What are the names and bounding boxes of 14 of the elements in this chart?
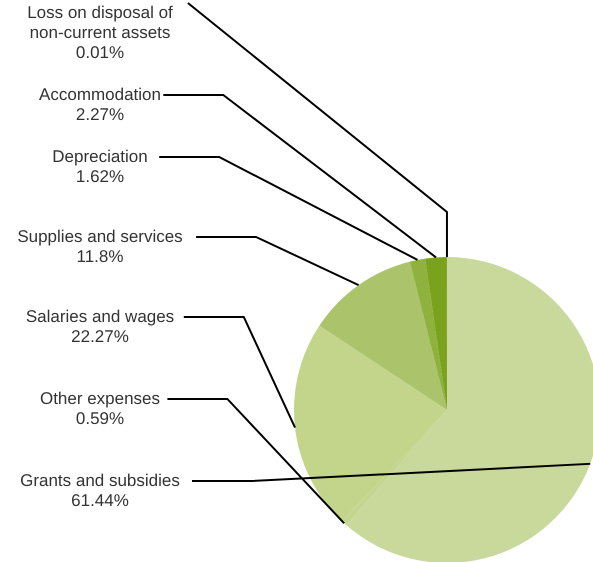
slice-label: Other expenses xyxy=(40,389,160,408)
slice-label: Loss on disposal of non-current assets xyxy=(27,3,174,42)
slice-label: Salaries and wages xyxy=(26,307,174,326)
slice-label: Supplies and services xyxy=(17,227,183,246)
slice-label: Depreciation xyxy=(52,147,148,166)
slice-label: Accommodation xyxy=(39,85,161,104)
data-label: 0.01% xyxy=(76,43,124,62)
slice-label: Grants and subsidies xyxy=(20,471,180,490)
data-label: 11.8% xyxy=(76,247,124,266)
data-label: 1.62% xyxy=(76,167,124,186)
data-label: 2.27% xyxy=(76,105,124,124)
data-label: 0.59% xyxy=(76,409,124,428)
data-label: 22.27% xyxy=(71,327,129,346)
data-label: 61.44% xyxy=(71,491,129,510)
